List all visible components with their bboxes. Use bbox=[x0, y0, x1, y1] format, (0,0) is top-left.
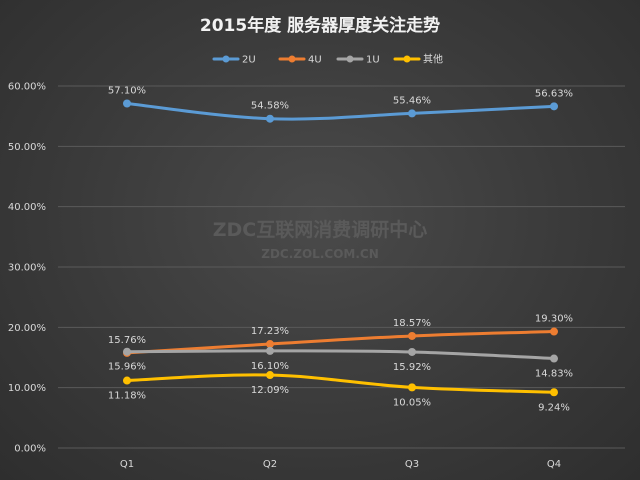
data-point bbox=[408, 347, 416, 356]
data-point bbox=[408, 383, 416, 392]
data-label: 19.30% bbox=[535, 314, 573, 325]
data-label: 16.10% bbox=[251, 361, 289, 372]
series-line bbox=[125, 101, 556, 121]
data-point bbox=[123, 99, 131, 108]
y-tick-label: 60.00% bbox=[8, 82, 46, 93]
gridlines bbox=[58, 85, 625, 449]
data-label: 14.83% bbox=[535, 369, 573, 380]
legend-marker bbox=[222, 55, 230, 63]
watermark-line1: ZDC互联网消费调研中心 bbox=[213, 218, 428, 241]
y-tick-label: 40.00% bbox=[8, 202, 46, 213]
series-2U: 57.10% 54.58% 55.46% 56.63% bbox=[108, 85, 573, 123]
legend-marker bbox=[403, 55, 411, 63]
data-label: 18.57% bbox=[393, 318, 431, 329]
data-label: 12.09% bbox=[251, 385, 289, 396]
data-point bbox=[408, 331, 416, 340]
data-point bbox=[123, 376, 131, 385]
legend-label: 其他 bbox=[423, 53, 443, 66]
watermark: ZDC互联网消费调研中心 ZDC.ZOL.COM.CN bbox=[213, 218, 428, 261]
data-label: 15.76% bbox=[108, 335, 146, 346]
data-label: 17.23% bbox=[251, 326, 289, 337]
data-label: 57.10% bbox=[108, 85, 146, 96]
data-point bbox=[266, 114, 274, 123]
y-tick-label: 10.00% bbox=[8, 383, 46, 394]
data-label: 55.46% bbox=[393, 95, 431, 106]
legend-item-1U: 1U bbox=[336, 55, 380, 66]
data-point bbox=[550, 354, 558, 363]
legend: 2U 4U 1U 其他 bbox=[212, 53, 443, 66]
legend-item-其他: 其他 bbox=[393, 53, 443, 66]
series-line bbox=[125, 330, 556, 355]
x-tick-label: Q3 bbox=[405, 459, 419, 470]
y-tick-label: 30.00% bbox=[8, 263, 46, 274]
series-group: 57.10% 54.58% 55.46% 56.63% 15.76% 17.23% 18.5… bbox=[108, 85, 573, 413]
legend-label: 4U bbox=[308, 55, 322, 66]
legend-marker bbox=[288, 55, 296, 63]
data-point bbox=[408, 109, 416, 118]
y-axis: 0.00% 10.00% 20.00% 30.00% 40.00% 50.00% 60.00… bbox=[8, 82, 46, 455]
series-其他: 11.18% 12.09% 10.05% 9.24% bbox=[108, 371, 570, 413]
legend-marker bbox=[346, 55, 354, 63]
data-label: 10.05% bbox=[393, 397, 431, 408]
series-line bbox=[125, 349, 556, 361]
data-point bbox=[550, 102, 558, 111]
x-axis: Q1 Q2 Q3 Q4 bbox=[120, 459, 561, 470]
data-point bbox=[266, 371, 274, 380]
x-tick-label: Q4 bbox=[547, 459, 561, 470]
series-line bbox=[125, 373, 556, 394]
data-point bbox=[266, 346, 274, 355]
x-tick-label: Q2 bbox=[263, 459, 277, 470]
data-label: 15.96% bbox=[108, 362, 146, 373]
data-label: 11.18% bbox=[108, 391, 146, 402]
data-point bbox=[550, 388, 558, 397]
data-label: 15.92% bbox=[393, 362, 431, 373]
data-point bbox=[123, 347, 131, 356]
data-label: 56.63% bbox=[535, 88, 573, 99]
y-tick-label: 20.00% bbox=[8, 323, 46, 334]
data-point bbox=[550, 327, 558, 336]
y-tick-label: 0.00% bbox=[14, 444, 46, 455]
legend-label: 2U bbox=[242, 55, 256, 66]
series-1U: 15.96% 16.10% 15.92% 14.83% bbox=[108, 346, 573, 380]
data-label: 9.24% bbox=[538, 402, 570, 413]
x-tick-label: Q1 bbox=[120, 459, 134, 470]
data-point bbox=[266, 340, 274, 349]
legend-item-2U: 2U bbox=[212, 55, 256, 66]
data-label: 54.58% bbox=[251, 101, 289, 112]
chart-title: 2015年度 服务器厚度关注走势 bbox=[200, 15, 440, 36]
y-tick-label: 50.00% bbox=[8, 142, 46, 153]
legend-item-4U: 4U bbox=[278, 55, 322, 66]
watermark-line2: ZDC.ZOL.COM.CN bbox=[261, 247, 379, 261]
legend-label: 1U bbox=[366, 55, 380, 66]
